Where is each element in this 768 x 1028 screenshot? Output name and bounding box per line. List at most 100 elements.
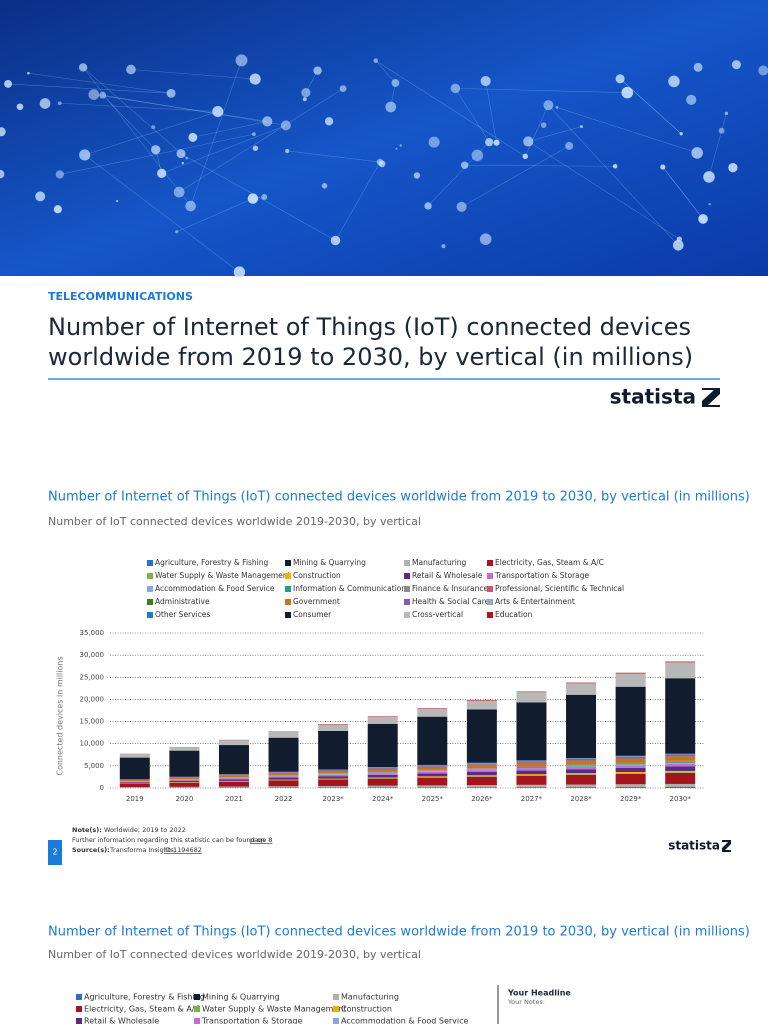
bar-segment	[169, 780, 199, 781]
y-tick-label: 35,000	[80, 629, 105, 637]
y-tick-label: 25,000	[80, 673, 105, 681]
bar-segment	[318, 770, 348, 771]
bar-segment	[368, 773, 398, 775]
bar-segment	[318, 771, 348, 773]
bar-segment	[616, 758, 646, 762]
hero-node	[174, 187, 185, 198]
bar-segment	[566, 774, 596, 775]
bar-segment	[417, 776, 447, 777]
bar-segment	[219, 740, 249, 745]
bar-segment	[318, 775, 348, 776]
title: Number of Internet of Things (IoT) conne…	[48, 313, 691, 341]
legend-label: Other Services	[155, 610, 210, 619]
hero-node	[441, 244, 445, 248]
bar-segment	[269, 780, 299, 786]
bar-segment	[616, 765, 646, 767]
bar-segment	[616, 687, 646, 756]
bar-segment	[665, 762, 695, 763]
bar-segment	[219, 782, 249, 787]
hero-node	[35, 191, 45, 201]
brand-icon	[702, 388, 720, 407]
legend-label: Water Supply & Waste Management	[202, 1005, 347, 1014]
hero-node	[451, 84, 461, 94]
hero-node	[668, 76, 679, 87]
bar-segment	[169, 751, 199, 777]
bar-segment	[516, 776, 546, 785]
bar-segment	[665, 754, 695, 755]
hero-node	[758, 66, 768, 76]
bar-segment	[417, 767, 447, 770]
hero-node	[325, 117, 333, 125]
legend-label: Retail & Wholesale	[412, 571, 483, 580]
legend-label: Government	[293, 597, 340, 606]
hero-node	[58, 101, 62, 105]
x-tick-label: 2025*	[422, 795, 444, 803]
hero-node	[391, 79, 399, 87]
x-tick-label: 2027*	[521, 795, 543, 803]
page-link[interactable]: page 8	[250, 836, 272, 844]
hero-node	[79, 63, 87, 71]
bar-segment	[665, 662, 695, 663]
y-tick-label: 0	[100, 784, 104, 792]
legend-swatch	[194, 1018, 200, 1024]
bar-segment	[368, 724, 398, 767]
hero-node	[262, 116, 272, 126]
hero-node	[234, 266, 245, 277]
y-tick-label: 10,000	[80, 740, 105, 748]
bar-segment	[467, 770, 497, 772]
bar-segment	[616, 784, 646, 787]
hero-node	[250, 73, 261, 84]
bar-segment	[269, 778, 299, 780]
bar-segment	[120, 754, 150, 758]
hero-node	[660, 165, 665, 170]
hero-node	[673, 240, 684, 251]
hero-node	[185, 157, 188, 160]
bar-segment	[566, 765, 596, 766]
legend-label: Cross-vertical	[412, 610, 463, 619]
bar-segment	[467, 710, 497, 763]
legend-label: Consumer	[293, 610, 332, 619]
x-tick-label: 2024*	[372, 795, 394, 803]
hero-node	[27, 72, 30, 75]
legend-label: Information & Communication	[293, 584, 406, 593]
bar-segment	[566, 683, 596, 684]
legend-swatch	[487, 560, 493, 566]
bar-segment	[616, 756, 646, 757]
x-tick-label: 2021	[225, 795, 243, 803]
bar-segment	[467, 763, 497, 764]
notes: Note(s): Worldwide; 2019 to 2022 Further…	[72, 826, 272, 854]
bar-segment	[516, 785, 546, 787]
bar-segment	[616, 765, 646, 766]
bar-segment	[665, 754, 695, 756]
bar-segment	[566, 695, 596, 758]
side-notes: Your Notes:	[507, 998, 545, 1006]
bar-segment	[566, 683, 596, 695]
hero-node	[680, 132, 683, 135]
hero-node	[151, 145, 160, 154]
hero-node	[424, 202, 431, 209]
bar-segment	[368, 775, 398, 778]
hero-node	[541, 122, 547, 128]
legend-label: Administrative	[155, 597, 210, 606]
bar-segment	[665, 678, 695, 753]
hero-node	[485, 138, 493, 146]
bar-segment	[665, 772, 695, 773]
hero-node	[88, 89, 99, 100]
x-tick-label: 2030*	[670, 795, 692, 803]
hero-node	[703, 171, 715, 183]
legend-swatch	[194, 994, 200, 1000]
id-link[interactable]: ID 1194682	[164, 846, 202, 854]
bar-segment	[516, 692, 546, 693]
bar-segment	[169, 781, 199, 782]
legend-swatch	[194, 1006, 200, 1012]
legend-label: Construction	[341, 1005, 392, 1014]
note: Worldwide; 2019 to 2022	[104, 826, 186, 834]
title: worldwide from 2019 to 2030, by vertical…	[48, 343, 693, 371]
bar-segment	[566, 769, 596, 773]
bar-segment	[269, 738, 299, 772]
hero-node	[285, 149, 289, 153]
hero-node	[17, 103, 24, 110]
bar-segment	[467, 700, 497, 701]
